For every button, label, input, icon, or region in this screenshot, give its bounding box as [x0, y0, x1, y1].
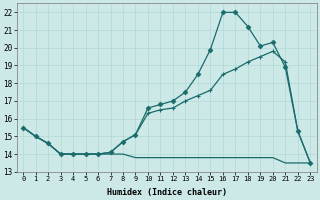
X-axis label: Humidex (Indice chaleur): Humidex (Indice chaleur): [107, 188, 227, 197]
